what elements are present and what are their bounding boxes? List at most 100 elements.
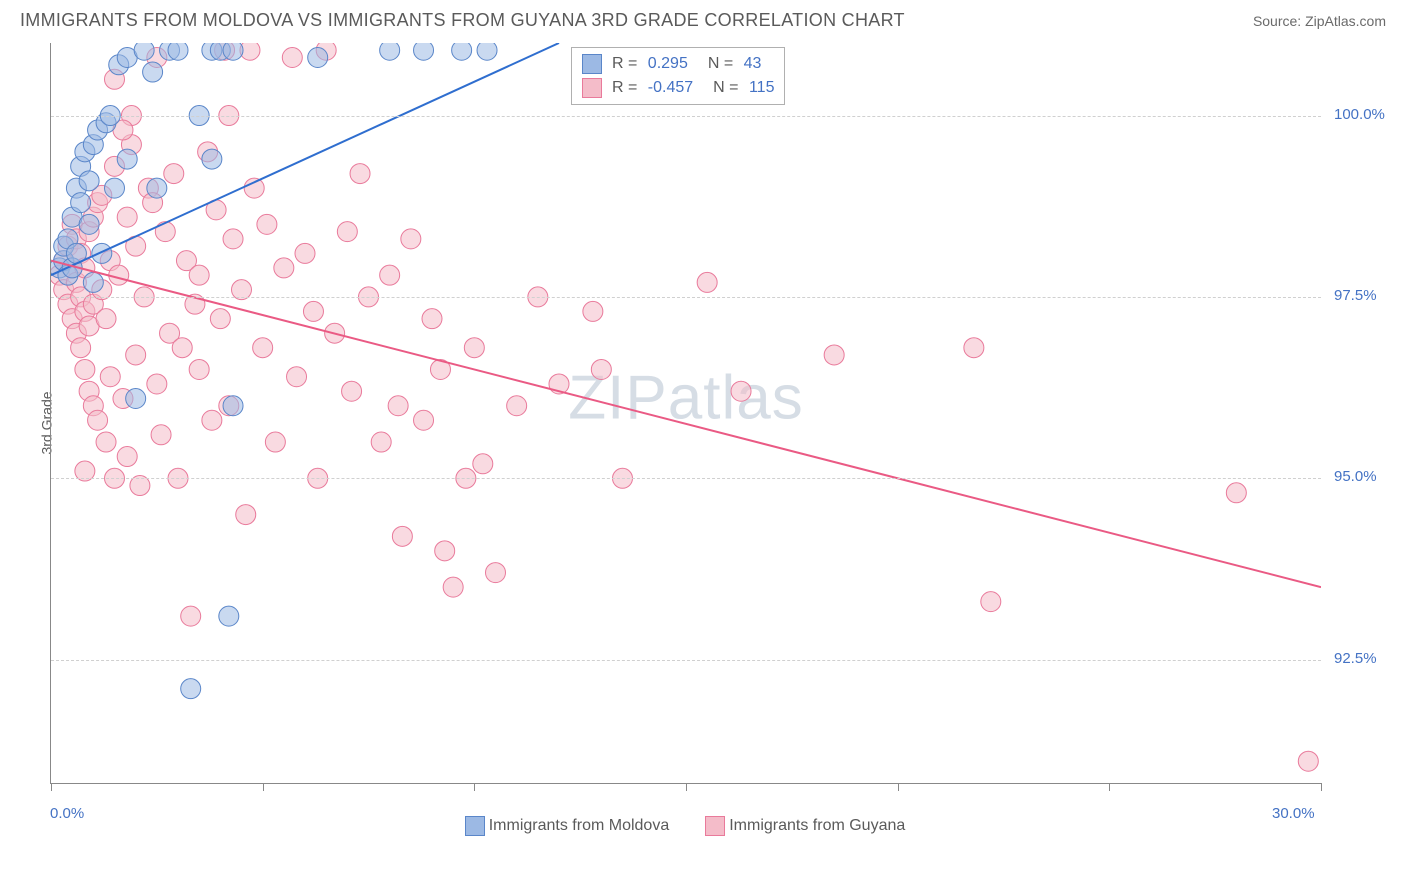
scatter-point <box>295 243 315 263</box>
scatter-point <box>223 43 243 60</box>
y-tick-label: 92.5% <box>1334 650 1377 667</box>
stats-R-label: R = <box>612 52 642 76</box>
scatter-point <box>79 214 99 234</box>
gridline <box>51 297 1321 298</box>
scatter-point <box>380 43 400 60</box>
scatter-point <box>507 396 527 416</box>
scatter-point <box>189 265 209 285</box>
scatter-point <box>181 679 201 699</box>
gridline <box>51 116 1321 117</box>
x-tick-mark <box>1321 783 1322 791</box>
scatter-point <box>380 265 400 285</box>
chart-source: Source: ZipAtlas.com <box>1253 13 1386 29</box>
x-tick-mark <box>1109 783 1110 791</box>
scatter-point <box>126 345 146 365</box>
scatter-point <box>731 381 751 401</box>
scatter-point <box>88 410 108 430</box>
scatter-point <box>126 388 146 408</box>
scatter-point <box>342 381 362 401</box>
scatter-point <box>147 178 167 198</box>
scatter-point <box>117 149 137 169</box>
scatter-point <box>464 338 484 358</box>
scatter-point <box>117 207 137 227</box>
y-tick-label: 95.0% <box>1334 468 1377 485</box>
scatter-point <box>303 301 323 321</box>
scatter-point <box>223 229 243 249</box>
legend-swatch <box>582 78 602 98</box>
scatter-point <box>96 432 116 452</box>
scatter-point <box>83 272 103 292</box>
scatter-point <box>164 164 184 184</box>
scatter-svg <box>51 43 1321 783</box>
scatter-point <box>371 432 391 452</box>
chart-title: IMMIGRANTS FROM MOLDOVA VS IMMIGRANTS FR… <box>20 10 905 31</box>
scatter-point <box>452 43 472 60</box>
scatter-point <box>189 359 209 379</box>
legend-label: Immigrants from Guyana <box>729 817 905 835</box>
x-tick-mark <box>51 783 52 791</box>
scatter-point <box>202 410 222 430</box>
gridline <box>51 478 1321 479</box>
stats-N-label: N = <box>708 52 738 76</box>
scatter-point <box>223 396 243 416</box>
scatter-point <box>583 301 603 321</box>
scatter-point <box>202 149 222 169</box>
legend-swatch <box>582 54 602 74</box>
scatter-point <box>1298 751 1318 771</box>
scatter-point <box>401 229 421 249</box>
stats-row: R = 0.295N = 43 <box>582 52 774 76</box>
scatter-point <box>591 359 611 379</box>
scatter-point <box>473 454 493 474</box>
scatter-point <box>210 309 230 329</box>
scatter-point <box>151 425 171 445</box>
scatter-point <box>105 178 125 198</box>
stats-N-value: 115 <box>749 76 775 100</box>
scatter-point <box>274 258 294 278</box>
scatter-point <box>219 606 239 626</box>
x-tick-mark <box>263 783 264 791</box>
legend-item: Immigrants from Guyana <box>705 816 905 836</box>
scatter-point <box>422 309 442 329</box>
legend-swatch <box>465 816 485 836</box>
scatter-point <box>443 577 463 597</box>
scatter-point <box>172 338 192 358</box>
scatter-point <box>350 164 370 184</box>
scatter-point <box>388 396 408 416</box>
chart-container: 3rd Grade ZIPatlas R = 0.295N = 43R = -0… <box>50 43 1370 803</box>
trend-line <box>51 261 1321 587</box>
x-tick-mark <box>898 783 899 791</box>
scatter-point <box>253 338 273 358</box>
stats-row: R = -0.457N = 115 <box>582 76 774 100</box>
scatter-point <box>435 541 455 561</box>
bottom-legend: Immigrants from Moldova Immigrants from G… <box>50 816 1320 841</box>
chart-header: IMMIGRANTS FROM MOLDOVA VS IMMIGRANTS FR… <box>0 0 1406 37</box>
legend-label: Immigrants from Moldova <box>489 817 670 835</box>
scatter-point <box>964 338 984 358</box>
stats-R-value: 0.295 <box>648 52 688 76</box>
scatter-point <box>181 606 201 626</box>
scatter-point <box>168 43 188 60</box>
scatter-point <box>265 432 285 452</box>
scatter-point <box>109 265 129 285</box>
y-tick-label: 97.5% <box>1334 287 1377 304</box>
scatter-point <box>287 367 307 387</box>
scatter-point <box>414 410 434 430</box>
scatter-point <box>71 338 91 358</box>
scatter-point <box>71 193 91 213</box>
legend-item: Immigrants from Moldova <box>465 816 670 836</box>
legend-swatch <box>705 816 725 836</box>
scatter-point <box>308 48 328 68</box>
stats-N-label: N = <box>713 76 743 100</box>
scatter-point <box>257 214 277 234</box>
stats-R-value: -0.457 <box>648 76 693 100</box>
x-tick-mark <box>686 783 687 791</box>
scatter-point <box>824 345 844 365</box>
stats-legend-box: R = 0.295N = 43R = -0.457N = 115 <box>571 47 785 105</box>
scatter-point <box>117 447 137 467</box>
scatter-point <box>392 526 412 546</box>
gridline <box>51 660 1321 661</box>
scatter-point <box>697 272 717 292</box>
scatter-point <box>1226 483 1246 503</box>
scatter-point <box>282 48 302 68</box>
scatter-point <box>236 505 256 525</box>
